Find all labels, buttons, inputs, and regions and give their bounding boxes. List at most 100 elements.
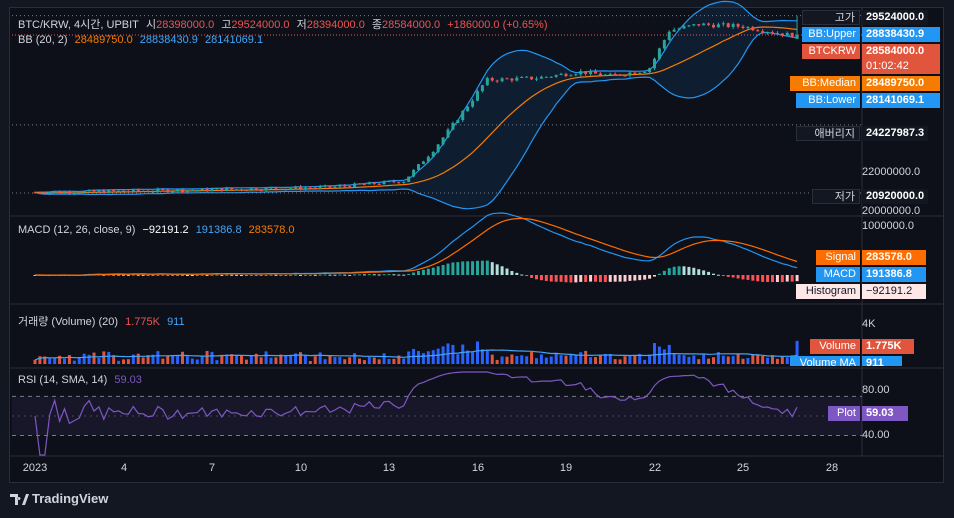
volume-bar <box>58 355 62 364</box>
tradingview-logo[interactable]: TradingView <box>10 491 108 506</box>
volume-bar <box>279 354 283 364</box>
macd-hist-bar <box>348 274 352 276</box>
candle-body <box>126 191 130 193</box>
macd-hist-bar <box>431 267 435 275</box>
candle-body <box>515 77 519 81</box>
candle-body <box>136 189 140 191</box>
candle <box>549 76 553 78</box>
volume-legend[interactable]: 거래량 (Volume) (20) 1.775K 911 <box>18 313 189 329</box>
candle-body <box>249 188 253 191</box>
candle <box>795 15 799 39</box>
volume-bar <box>269 357 273 364</box>
volume-bar <box>569 354 573 364</box>
volume-bar <box>299 352 302 364</box>
volume-tag: Volume <box>810 339 860 354</box>
macd-hist-bar <box>716 274 720 276</box>
candle <box>190 188 194 192</box>
volume-bar <box>466 350 470 364</box>
candle-body <box>648 68 652 73</box>
bb-median-tag-value: 28489750.0 <box>862 76 940 91</box>
candle <box>353 182 357 188</box>
macd-legend[interactable]: MACD (12, 26, close, 9) −92191.2 191386.… <box>18 224 299 236</box>
volume-bar <box>756 354 760 364</box>
signal-line <box>35 217 798 276</box>
macd-hist-bar <box>303 274 307 276</box>
macd-hist-bar <box>490 262 494 275</box>
symbol-label[interactable]: BTC/KRW, 4시간, UPBIT <box>18 19 139 31</box>
candle <box>584 71 588 76</box>
macd-hist-bar <box>200 274 204 276</box>
bb-median-value: 28489750.0 <box>74 34 133 46</box>
macd-hist-bar <box>771 275 774 283</box>
candle <box>43 191 47 195</box>
candle-body <box>485 77 489 86</box>
volume-bar <box>67 355 71 364</box>
candle-body <box>603 74 607 76</box>
macd-hist-bar <box>136 274 140 276</box>
rsi-legend[interactable]: RSI (14, SMA, 14) 59.03 <box>18 374 146 386</box>
macd-line <box>34 212 798 277</box>
volume-ma-line <box>34 349 798 361</box>
candle-body <box>303 187 307 190</box>
candle <box>205 187 209 193</box>
volume-bar <box>589 357 593 364</box>
volume-bar <box>87 354 91 364</box>
low-tag-value: 20920000.0 <box>862 189 929 204</box>
macd-hist-bar <box>254 275 258 276</box>
macd-hist-bar <box>480 260 484 275</box>
candle-body <box>766 32 770 34</box>
macd-hist-bar <box>358 274 361 276</box>
candle <box>195 189 199 192</box>
candle <box>594 68 597 74</box>
macd-hist-bar <box>112 274 116 276</box>
volume-bar <box>451 344 455 364</box>
signal-tag: Signal <box>816 250 860 265</box>
macd-hist-bar <box>712 273 715 275</box>
macd-hist-bar <box>171 275 175 276</box>
bb-legend[interactable]: BB (20, 2) 28489750.0 28838430.9 2814106… <box>18 34 267 46</box>
volume-bar <box>195 359 199 364</box>
macd-hist-bar <box>559 275 563 282</box>
volume-bar <box>333 357 337 364</box>
chart-frame <box>9 7 944 483</box>
volume-bar <box>549 356 553 364</box>
candle <box>63 190 66 194</box>
volume-bar <box>707 358 711 364</box>
candle-body <box>785 32 789 36</box>
candle <box>426 155 430 164</box>
candle <box>790 32 794 38</box>
volume-bar <box>697 359 701 364</box>
macd-hist-bar <box>726 275 730 277</box>
candle <box>682 24 686 29</box>
volume-bar <box>48 358 52 364</box>
macd-hist-bar <box>421 269 425 275</box>
volume-bar <box>554 352 558 364</box>
candle <box>318 184 322 189</box>
candle-body <box>279 188 283 190</box>
macd-hist-bar <box>382 274 386 276</box>
candle <box>490 76 494 82</box>
macd-hist-bar <box>682 266 686 275</box>
volume-bar <box>672 353 676 364</box>
macd-hist-bar <box>377 274 381 276</box>
candle-body <box>38 192 42 194</box>
macd-hist-bar <box>131 274 135 276</box>
macd-hist-bar <box>780 275 784 283</box>
candle-body <box>240 189 243 191</box>
volume-bar <box>421 353 425 364</box>
candle <box>126 190 130 193</box>
volume-tick: 4K <box>862 318 876 330</box>
candle-body <box>343 185 347 187</box>
candle-body <box>426 156 430 162</box>
candle <box>402 181 406 184</box>
bb-upper-line <box>34 0 798 193</box>
candle <box>667 30 671 42</box>
candle <box>235 189 239 191</box>
volume-bar <box>126 359 130 364</box>
candle-body <box>107 190 111 193</box>
macd-hist-bar <box>397 274 401 276</box>
macd-hist-bar <box>594 275 597 282</box>
candle <box>367 181 371 185</box>
candle <box>323 184 327 188</box>
